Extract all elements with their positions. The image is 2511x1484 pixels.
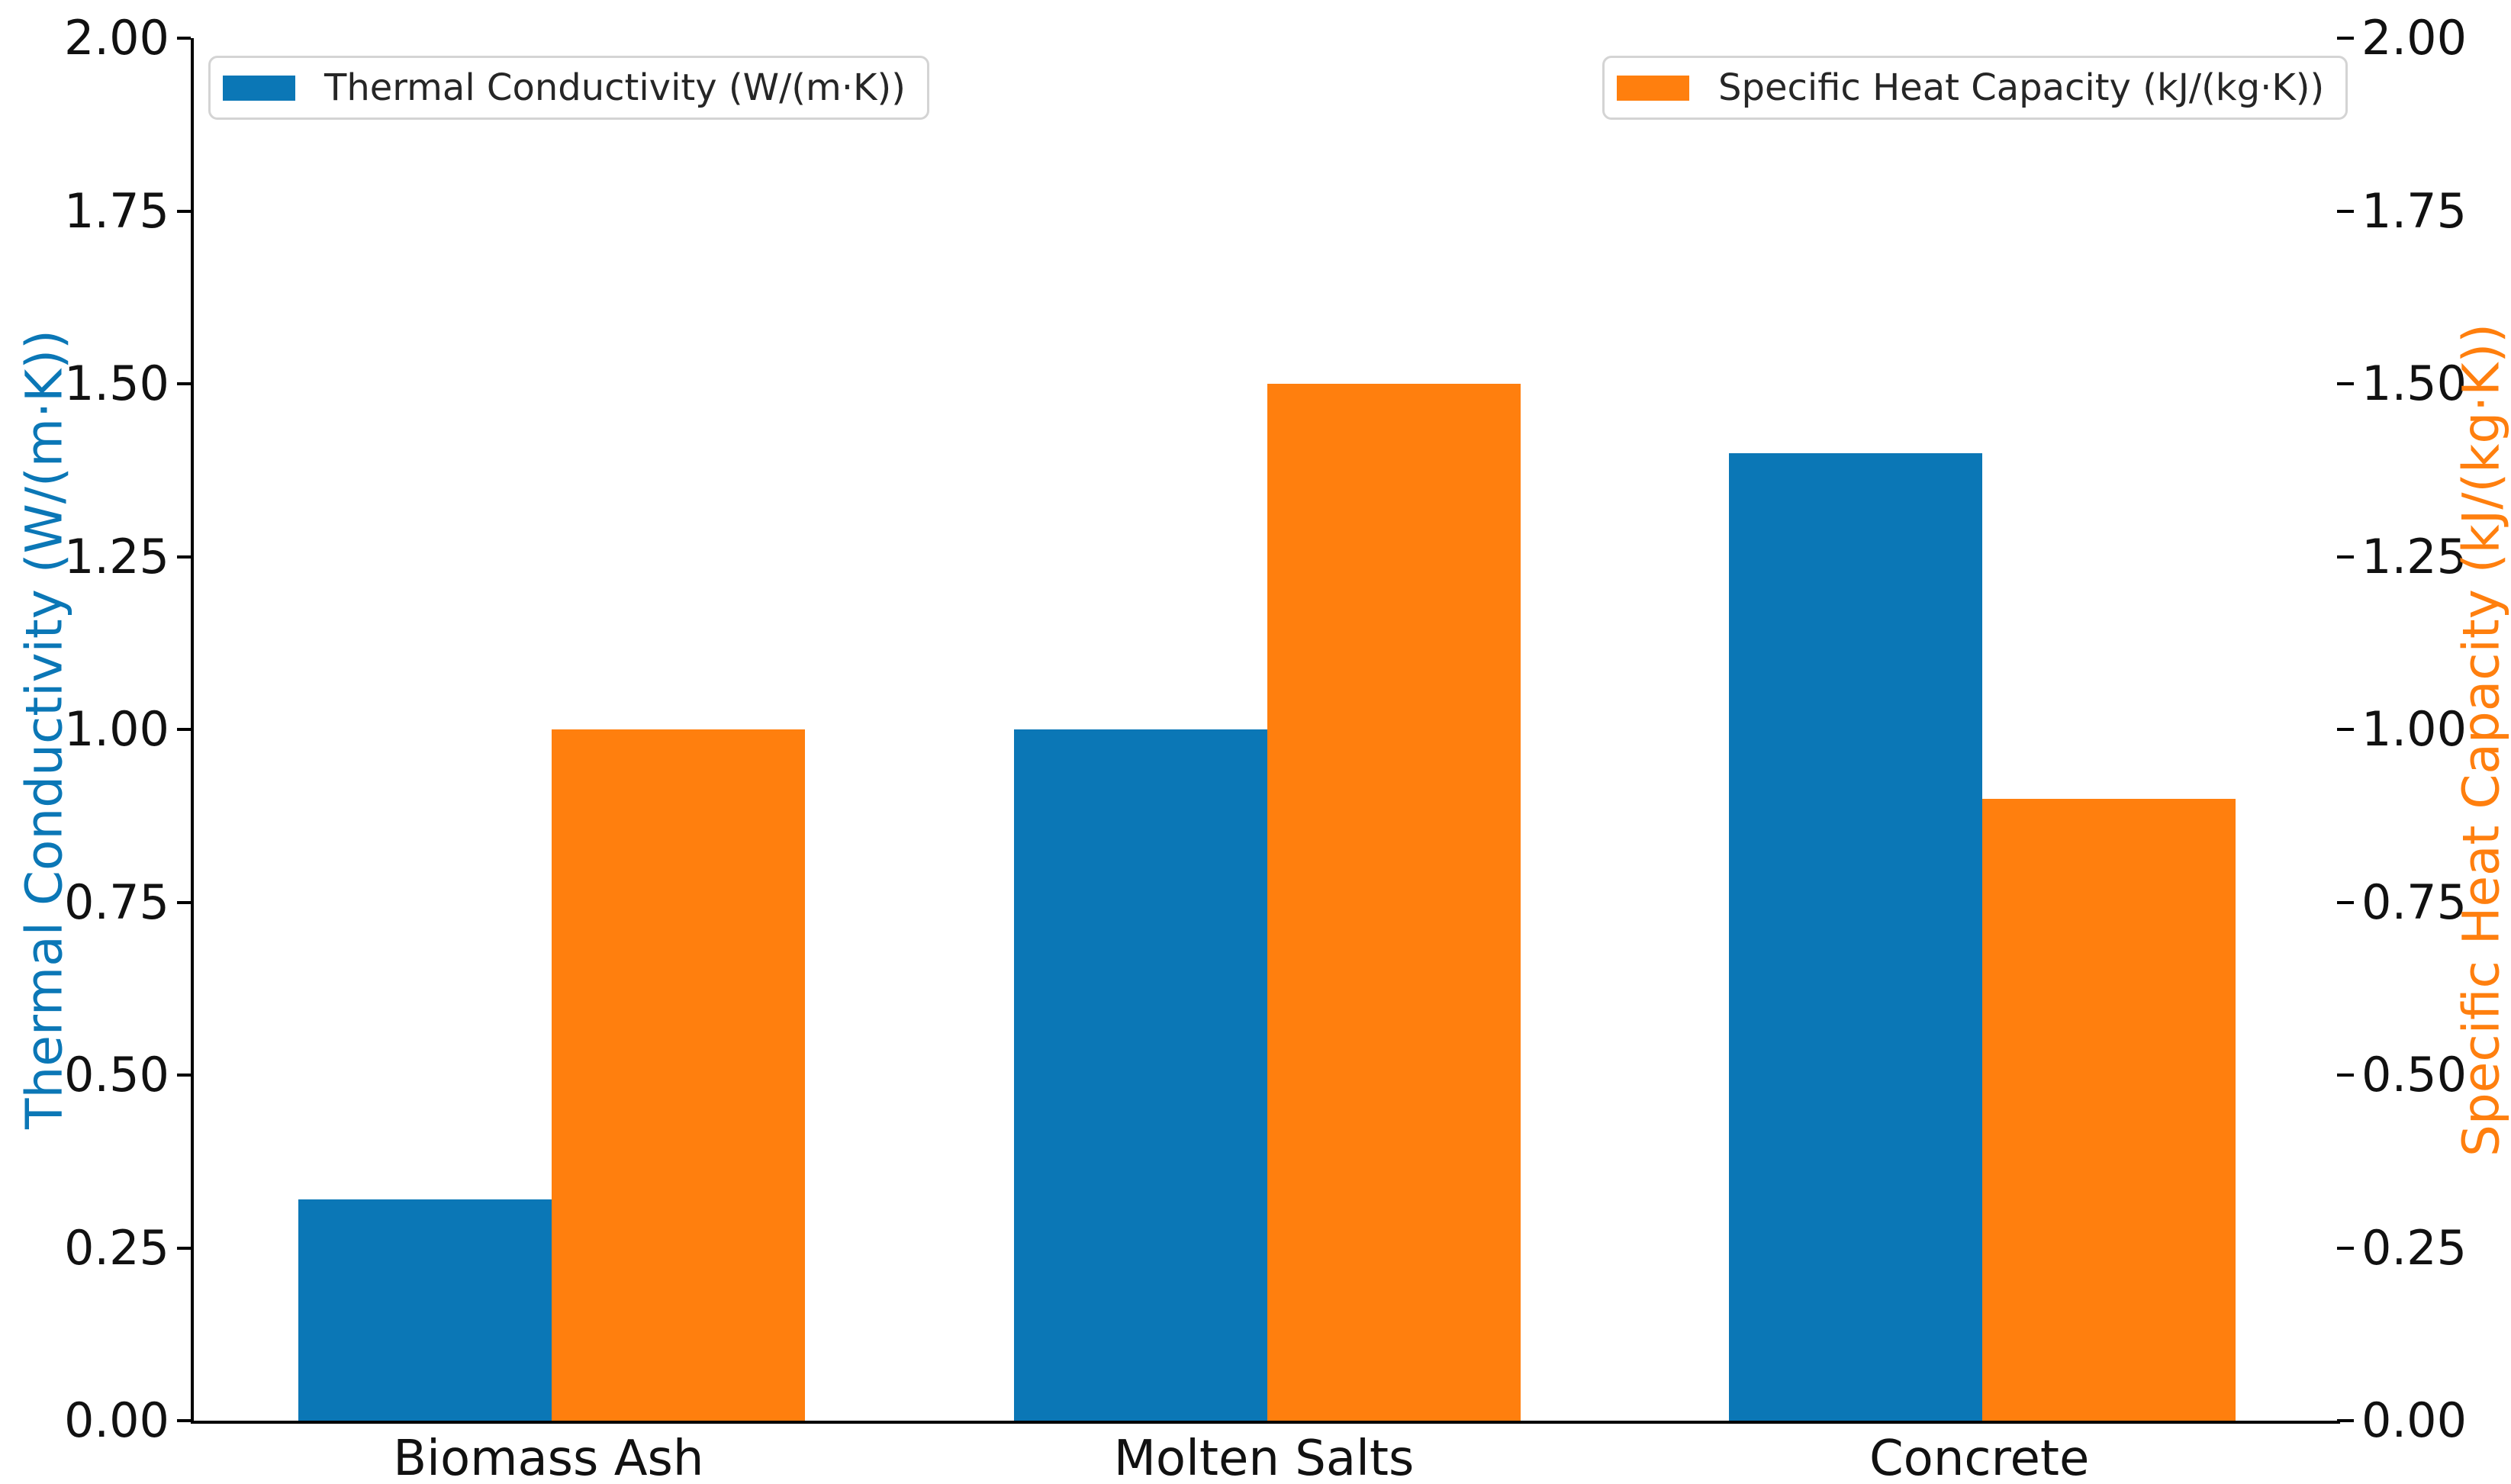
legend-label-specific-heat-capacity: Specific Heat Capacity (kJ/(kg·K)) <box>1718 66 2325 109</box>
left-tick-label: 0.25 <box>63 1219 169 1276</box>
right-tick-label: 0.75 <box>2361 874 2468 930</box>
left-tick-label: 0.00 <box>63 1392 169 1448</box>
x-category-label-molten-salts: Molten Salts <box>1113 1431 1415 1484</box>
legend-swatch-orange <box>1617 75 1689 101</box>
right-tick-mark <box>2337 1246 2354 1250</box>
left-tick-label: 1.75 <box>63 182 169 239</box>
left-tick-mark <box>177 1246 191 1250</box>
right-axis-title-text: Specific Heat Capacity (kJ/(kg·K)) <box>2451 323 2511 1157</box>
plot-area <box>191 38 2340 1424</box>
left-tick-mark <box>177 209 191 213</box>
x-category-label-concrete: Concrete <box>1869 1431 2090 1484</box>
bar-thermal-molten-salts <box>1013 729 1267 1421</box>
right-tick-mark <box>2337 728 2354 731</box>
legend-swatch-blue <box>223 75 295 101</box>
right-tick-mark <box>2337 382 2354 385</box>
right-tick-mark <box>2337 555 2354 559</box>
right-tick-label: 1.50 <box>2361 356 2468 411</box>
right-tick-mark <box>2337 1074 2354 1077</box>
right-tick-mark <box>2337 37 2354 40</box>
left-tick-mark <box>177 37 191 40</box>
right-tick-label: 0.00 <box>2361 1392 2468 1448</box>
left-axis-title-text: Thermal Conductivity (W/(m·K)) <box>14 330 74 1129</box>
left-tick-mark <box>177 728 191 731</box>
left-tick-mark <box>177 382 191 385</box>
legend-specific-heat-capacity: Specific Heat Capacity (kJ/(kg·K)) <box>1602 56 2348 120</box>
right-tick-mark <box>2337 1419 2354 1422</box>
right-tick-label: 1.00 <box>2361 701 2468 757</box>
left-tick-mark <box>177 555 191 559</box>
right-tick-mark <box>2337 209 2354 213</box>
left-tick-label: 2.00 <box>63 10 169 66</box>
left-tick-mark <box>177 1419 191 1422</box>
left-tick-label: 1.25 <box>63 528 169 584</box>
right-tick-label: 1.75 <box>2361 182 2468 239</box>
left-tick-mark <box>177 1074 191 1077</box>
bar-heat-biomass-ash <box>551 729 805 1421</box>
right-tick-mark <box>2337 900 2354 904</box>
right-tick-label: 2.00 <box>2361 10 2468 66</box>
right-tick-label: 0.25 <box>2361 1219 2468 1276</box>
left-tick-label: 0.50 <box>63 1047 169 1103</box>
left-tick-mark <box>177 900 191 904</box>
legend-label-thermal-conductivity: Thermal Conductivity (W/(m·K)) <box>324 66 906 109</box>
bar-heat-molten-salts <box>1267 384 1521 1421</box>
legend-thermal-conductivity: Thermal Conductivity (W/(m·K)) <box>208 56 929 120</box>
right-tick-label: 0.50 <box>2361 1047 2468 1103</box>
right-tick-label: 1.25 <box>2361 528 2468 584</box>
bar-heat-concrete <box>1982 798 2236 1421</box>
left-tick-label: 1.00 <box>63 701 169 757</box>
left-tick-label: 0.75 <box>63 874 169 930</box>
left-tick-label: 1.50 <box>63 356 169 411</box>
bar-thermal-concrete <box>1729 452 1983 1421</box>
bar-thermal-biomass-ash <box>298 1199 552 1421</box>
x-category-label-biomass-ash: Biomass Ash <box>393 1431 704 1484</box>
